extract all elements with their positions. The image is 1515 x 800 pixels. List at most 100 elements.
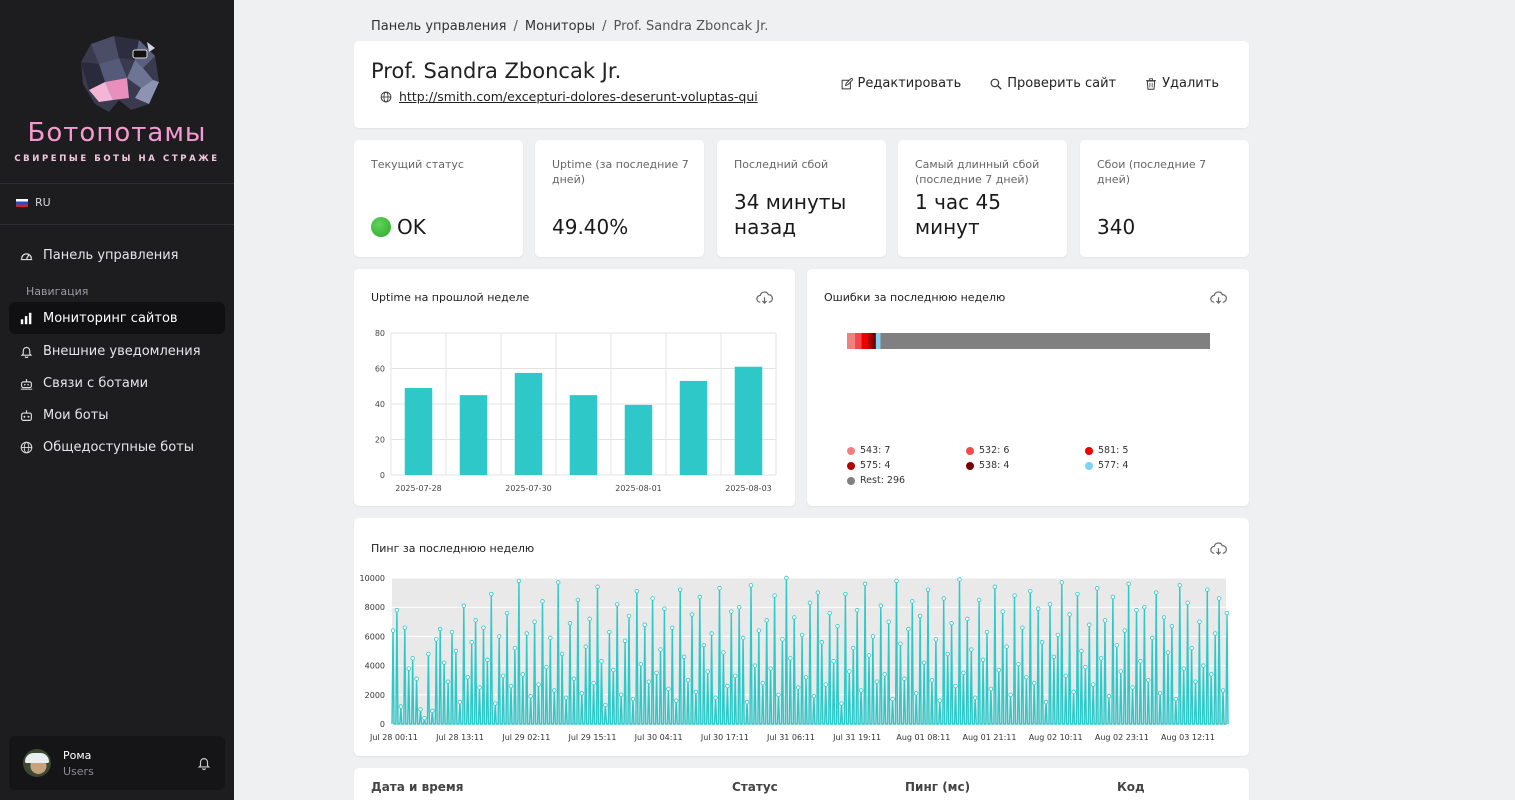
ping-point bbox=[839, 701, 844, 706]
ping-point bbox=[705, 669, 710, 674]
sidebar-item-my-bots[interactable]: Мои боты bbox=[9, 399, 225, 431]
ping-point bbox=[579, 691, 585, 696]
table-header-ping[interactable]: Пинг (мс) bbox=[905, 780, 971, 794]
breadcrumb-dashboard-link[interactable]: Панель управления bbox=[371, 19, 507, 34]
sidebar-item-label: Связи с ботами bbox=[43, 375, 149, 391]
breadcrumb-monitors-link[interactable]: Мониторы bbox=[524, 19, 596, 34]
download-icon[interactable] bbox=[1210, 291, 1227, 305]
ping-point bbox=[1106, 694, 1112, 699]
ping-point bbox=[1043, 699, 1049, 705]
sidebar-item-public-bots[interactable]: Общедоступные боты bbox=[9, 431, 225, 463]
stat-card-status: Текущий статус OK bbox=[354, 140, 523, 257]
ping-point bbox=[898, 641, 903, 646]
monitor-url-link[interactable]: http://smith.com/excepturi-dolores-deser… bbox=[399, 89, 758, 104]
stat-value: OK bbox=[371, 215, 426, 240]
ping-point bbox=[807, 600, 813, 606]
ping-point bbox=[733, 673, 738, 679]
ping-point bbox=[961, 670, 966, 676]
ping-point bbox=[1055, 632, 1061, 638]
legend-label: 532: 6 bbox=[979, 445, 1010, 456]
ping-point bbox=[894, 578, 899, 584]
sidebar-item-notifications[interactable]: Внешние уведомления bbox=[9, 335, 225, 367]
ping-point bbox=[634, 588, 640, 594]
sidebar-item-bot-links[interactable]: Связи с ботами bbox=[9, 367, 225, 399]
x-tick-label: Aug 01 08:11 bbox=[896, 733, 950, 742]
download-icon[interactable] bbox=[756, 291, 773, 305]
table-header-datetime[interactable]: Дата и время bbox=[371, 780, 464, 794]
ping-point bbox=[622, 638, 628, 643]
table-header-code[interactable]: Код bbox=[1117, 780, 1145, 794]
divider bbox=[0, 224, 234, 225]
legend-item[interactable]: 575: 4 bbox=[847, 460, 966, 471]
legend-item[interactable]: 577: 4 bbox=[1085, 460, 1204, 471]
stat-label: Текущий статус bbox=[371, 158, 464, 171]
x-tick-label: Aug 02 10:11 bbox=[1029, 733, 1083, 742]
y-tick-label: 60 bbox=[375, 365, 385, 374]
ping-point bbox=[575, 597, 581, 603]
ping-point bbox=[1157, 691, 1163, 696]
logo[interactable]: Ботопотамы СВИРЕПЫЕ БОТЫ НА СТРАЖЕ bbox=[0, 0, 234, 180]
ping-point bbox=[1142, 604, 1147, 610]
ping-point bbox=[854, 607, 860, 613]
stat-label: Uptime (за последние 7 дней) bbox=[552, 158, 689, 186]
ping-point bbox=[1118, 669, 1123, 674]
ping-point bbox=[697, 594, 703, 600]
checks-table: Дата и время Статус Пинг (мс) Код bbox=[354, 768, 1249, 800]
ping-point bbox=[1098, 656, 1104, 661]
ping-point bbox=[980, 657, 986, 662]
language-switcher[interactable]: RU bbox=[0, 184, 234, 221]
sidebar-item-site-monitoring[interactable]: Мониторинг сайтов bbox=[9, 302, 225, 334]
ping-point bbox=[725, 683, 730, 689]
user-card[interactable]: Рома Users bbox=[9, 736, 225, 790]
download-icon[interactable] bbox=[1210, 542, 1227, 556]
x-tick-label: Aug 03 12:11 bbox=[1161, 733, 1215, 742]
uptime-chart-card: Uptime на прошлой неделе 0 20 40 60 80 2025-0… bbox=[354, 269, 795, 506]
edit-icon bbox=[841, 77, 853, 89]
ping-point bbox=[925, 587, 931, 592]
ping-point bbox=[434, 637, 439, 642]
errors-stacked-bar bbox=[847, 333, 1210, 349]
edit-button[interactable]: Редактировать bbox=[841, 76, 961, 91]
ping-point bbox=[1165, 650, 1171, 655]
ping-point bbox=[1079, 648, 1084, 654]
legend-item[interactable]: 532: 6 bbox=[966, 445, 1085, 456]
table-header-status[interactable]: Статус bbox=[732, 780, 778, 794]
check-site-button-label: Проверить сайт bbox=[1007, 76, 1117, 91]
ping-point bbox=[528, 694, 533, 699]
legend-item[interactable]: 543: 7 bbox=[847, 445, 966, 456]
stat-value: 340 bbox=[1097, 215, 1136, 239]
ping-point bbox=[874, 679, 880, 684]
ping-point bbox=[441, 660, 447, 665]
ping-point bbox=[764, 618, 769, 623]
ping-point bbox=[736, 604, 742, 610]
ping-point bbox=[996, 667, 1002, 673]
ping-point bbox=[485, 657, 490, 662]
sidebar: Ботопотамы СВИРЕПЫЕ БОТЫ НА СТРАЖЕ RU Па… bbox=[0, 0, 234, 800]
ping-point bbox=[902, 676, 907, 681]
ping-point bbox=[1173, 696, 1179, 702]
x-tick-label: Jul 28 13:11 bbox=[435, 733, 484, 742]
sidebar-item-dashboard[interactable]: Панель управления bbox=[9, 239, 225, 271]
legend-item[interactable]: Rest: 296 bbox=[847, 475, 966, 486]
ping-point bbox=[988, 686, 994, 692]
trash-icon bbox=[1146, 77, 1156, 90]
ping-point bbox=[984, 629, 990, 635]
notification-bell-icon[interactable] bbox=[197, 756, 211, 770]
legend-item[interactable]: 581: 5 bbox=[1085, 445, 1204, 456]
ping-point bbox=[937, 698, 943, 703]
delete-button[interactable]: Удалить bbox=[1145, 76, 1219, 91]
check-site-button[interactable]: Проверить сайт bbox=[990, 76, 1116, 91]
ping-point bbox=[571, 676, 577, 681]
y-tick-label: 20 bbox=[375, 436, 385, 445]
ping-point bbox=[650, 596, 655, 601]
stat-label: Последний сбой bbox=[734, 158, 829, 171]
legend-item[interactable]: 538: 4 bbox=[966, 460, 1085, 471]
ping-point bbox=[1146, 677, 1151, 683]
y-tick-label: 0 bbox=[380, 471, 385, 480]
ping-point bbox=[1122, 628, 1127, 633]
ping-point bbox=[843, 591, 848, 597]
delete-button-label: Удалить bbox=[1162, 76, 1219, 91]
ping-point bbox=[1000, 609, 1005, 614]
ping-point bbox=[976, 597, 982, 603]
ping-point bbox=[917, 613, 923, 619]
